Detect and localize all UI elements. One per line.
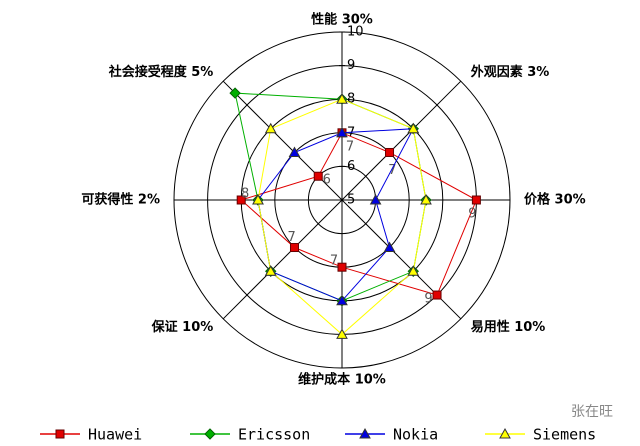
marker (385, 147, 395, 157)
r-tick-label: 6 (347, 159, 355, 174)
marker (264, 265, 277, 276)
marker (236, 195, 246, 205)
r-tick-label: 7 (347, 125, 355, 140)
marker (383, 241, 396, 253)
r-tick-label: 8 (347, 92, 355, 107)
data-label: 8 (241, 187, 249, 202)
axis-label: 易用性 10% (471, 319, 546, 335)
marker (369, 193, 382, 205)
data-label: 9 (424, 292, 432, 307)
data-label: 6 (323, 173, 331, 188)
axis-label: 性能 30% (311, 12, 373, 28)
axis-label: 维护成本 10% (298, 372, 386, 388)
axis-label: 保证 10% (151, 319, 214, 335)
marker (336, 126, 348, 138)
marker (499, 427, 511, 439)
marker (432, 290, 442, 300)
series-line (234, 92, 427, 302)
marker (288, 146, 301, 157)
marker (204, 428, 216, 440)
r-tick-label: 5 (347, 193, 355, 208)
marker (55, 429, 65, 439)
marker (289, 243, 299, 253)
data-label: 7 (346, 139, 354, 154)
axis-label: 社会接受程度 5% (108, 64, 214, 80)
marker (407, 122, 420, 134)
data-label: 7 (330, 254, 338, 269)
data-label: 7 (288, 230, 296, 245)
marker (252, 193, 264, 205)
marker (336, 294, 348, 306)
marker (336, 93, 348, 104)
axis-label: 可获得性 2% (81, 192, 160, 208)
marker (359, 427, 371, 439)
r-tick-label: 10 (347, 25, 364, 40)
marker (336, 328, 348, 339)
r-tick-label: 9 (347, 58, 355, 73)
legend-text: Siemens (533, 426, 596, 444)
marker (313, 171, 323, 181)
marker (337, 262, 347, 272)
axis-label: 外观因素 3% (470, 64, 550, 80)
legend-text: Huawei (88, 426, 142, 444)
legend-text: Nokia (393, 426, 438, 444)
data-label: 9 (468, 207, 476, 222)
spoke (341, 80, 462, 201)
marker (229, 87, 241, 99)
watermark: 张在旺 (571, 404, 613, 420)
legend-text: Ericsson (238, 426, 310, 444)
spoke (341, 199, 462, 320)
marker (407, 265, 420, 276)
spoke (222, 199, 343, 320)
marker (471, 195, 481, 205)
data-label: 7 (388, 163, 396, 178)
axis-label: 价格 30% (524, 192, 586, 208)
marker (420, 193, 432, 205)
marker (264, 122, 277, 134)
